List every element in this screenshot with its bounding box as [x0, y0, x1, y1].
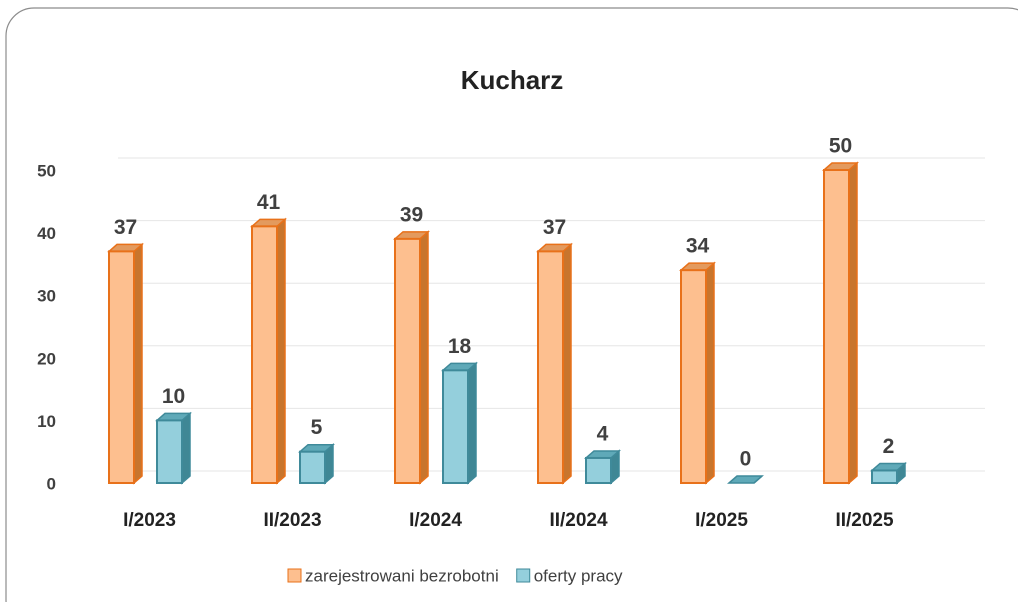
- bar: [870, 461, 907, 485]
- value-label: 50: [829, 135, 852, 158]
- x-tick-label: II/2024: [549, 510, 608, 531]
- bar-front: [108, 250, 135, 484]
- value-label: 2: [883, 435, 895, 458]
- x-tick-label: I/2023: [123, 510, 176, 531]
- bar: [298, 443, 335, 485]
- legend-swatch: [287, 568, 302, 583]
- bar-front: [299, 450, 326, 485]
- bar-front: [156, 419, 183, 484]
- y-tick-label: 30: [37, 287, 56, 306]
- bar-side: [562, 242, 572, 485]
- bar-front: [680, 269, 707, 484]
- value-label: 37: [114, 216, 137, 239]
- value-label: 4: [597, 423, 609, 446]
- value-label: 0: [740, 448, 752, 471]
- bar-side: [467, 361, 477, 485]
- x-tick-label: I/2024: [409, 510, 462, 531]
- bar-front: [585, 456, 612, 484]
- bar-side: [419, 230, 429, 485]
- bar-front: [442, 369, 469, 485]
- bar: [441, 361, 478, 485]
- bar: [393, 230, 430, 485]
- bar-front: [394, 237, 421, 484]
- x-tick-label: II/2023: [263, 510, 321, 531]
- bar-side: [276, 217, 286, 485]
- chart-title: Kucharz: [461, 65, 564, 95]
- bar-side: [181, 411, 191, 485]
- value-label: 18: [448, 335, 472, 358]
- x-tick-label: II/2025: [835, 510, 894, 531]
- bar: [727, 475, 764, 484]
- x-tick-label: I/2025: [695, 510, 748, 531]
- bar: [822, 161, 859, 485]
- bar: [536, 242, 573, 485]
- bar-side: [133, 242, 143, 485]
- legend-label: zarejestrowani bezrobotni: [305, 566, 499, 585]
- bar-front: [537, 250, 564, 484]
- bar: [155, 411, 192, 485]
- y-tick-label: 20: [37, 349, 56, 368]
- y-tick-label: 50: [37, 161, 56, 180]
- bar-side: [705, 261, 715, 485]
- value-label: 37: [543, 216, 566, 239]
- value-label: 10: [162, 385, 185, 408]
- legend-label: oferty pracy: [534, 566, 623, 585]
- value-label: 5: [311, 416, 323, 439]
- y-tick-label: 0: [47, 474, 56, 493]
- value-label: 34: [686, 235, 710, 258]
- legend-swatch: [516, 568, 531, 583]
- value-label: 41: [257, 191, 281, 214]
- bar-front: [823, 169, 850, 484]
- bar-side: [848, 161, 858, 485]
- bar: [679, 261, 716, 485]
- y-tick-label: 40: [37, 224, 56, 243]
- bar: [250, 217, 287, 485]
- bar: [107, 242, 144, 485]
- bar-front: [251, 225, 278, 484]
- bar: [584, 449, 621, 485]
- value-label: 39: [400, 203, 423, 226]
- y-tick-label: 10: [37, 412, 56, 431]
- bar-front: [871, 469, 898, 485]
- bar-top: [727, 475, 764, 484]
